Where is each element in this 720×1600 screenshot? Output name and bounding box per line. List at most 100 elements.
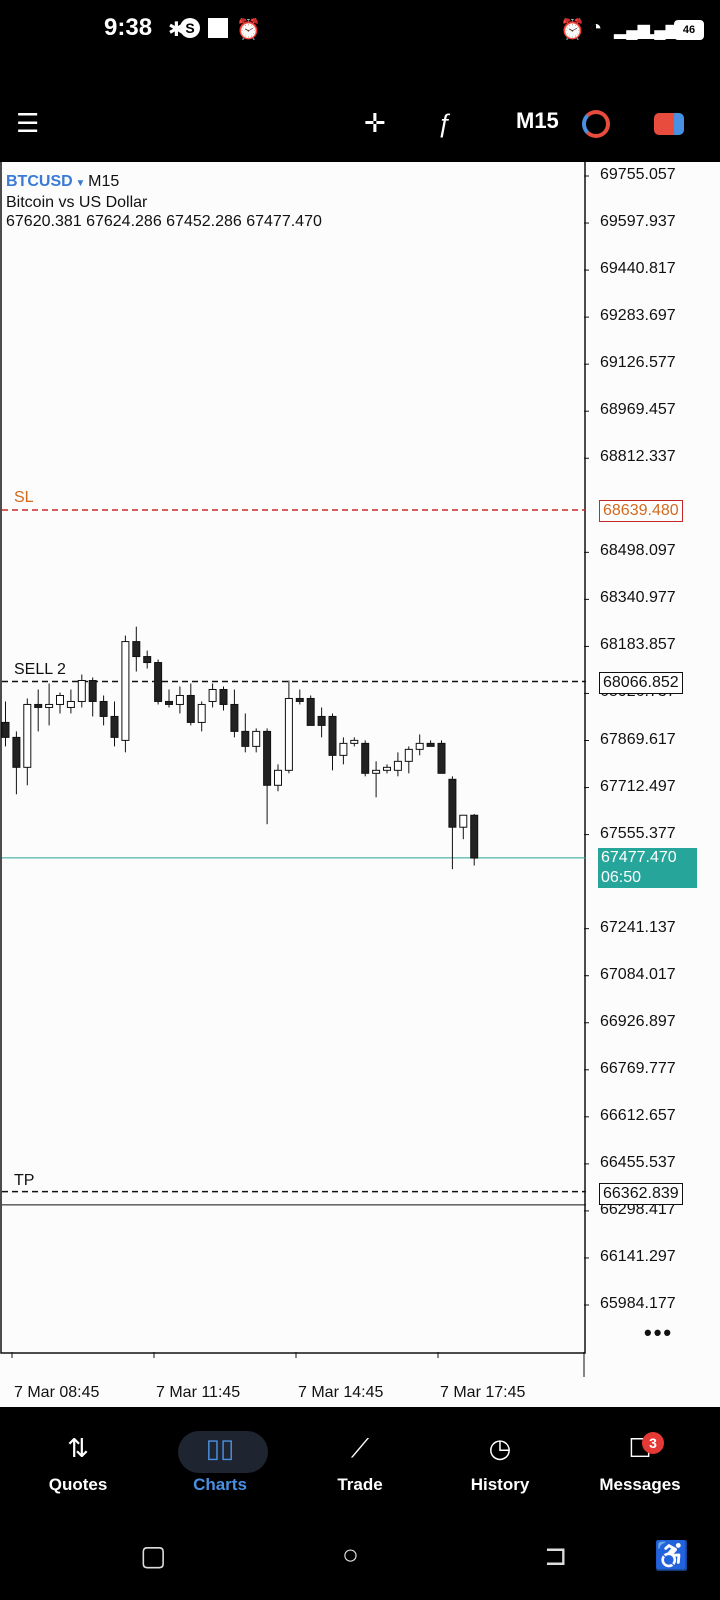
candle — [263, 730, 272, 786]
alarm-icon: ⏰ — [236, 19, 261, 41]
current-price: 67477.470 — [601, 849, 677, 866]
candle — [306, 697, 315, 726]
history-icon: ◷ — [488, 1433, 512, 1463]
signal-icon: ▂▄▆ — [614, 22, 650, 39]
price-tick: 65984.177 — [600, 1295, 676, 1312]
candle — [219, 688, 228, 705]
wifi-icon: ◔ — [590, 17, 603, 39]
candle — [361, 742, 370, 774]
candle — [350, 739, 359, 744]
accessibility-icon[interactable]: ♿ — [654, 1540, 689, 1571]
symbol-dropdown-icon[interactable]: ▼ — [72, 178, 89, 189]
candle — [372, 769, 381, 774]
price-tick: 68498.097 — [600, 542, 676, 560]
price-tick: 69126.577 — [600, 354, 676, 372]
chart-area[interactable]: BTCUSD ▼ M15 Bitcoin vs US Dollar 67620.… — [0, 162, 720, 1407]
candle — [339, 742, 348, 756]
current-price-box: 67477.470 06:50 — [598, 848, 697, 888]
candle — [56, 694, 64, 705]
candle — [295, 697, 304, 702]
candle — [23, 703, 32, 768]
price-tick: 66769.777 — [600, 1059, 676, 1077]
trade-icon: ⟋ — [350, 1433, 370, 1463]
status-bar: 9:38 ✱ S ⏰ ⏰ ◔ ▂▄▆ ▂▄▆ 46 — [0, 0, 720, 60]
nav-quotes[interactable]: ⇅ Quotes — [6, 1407, 150, 1517]
price-tick: 66612.657 — [600, 1106, 676, 1124]
sell-label: SELL 2 — [14, 661, 66, 678]
nav-charts[interactable]: ▯▯ Charts — [148, 1407, 292, 1517]
recent-apps-icon[interactable]: ▢ — [140, 1540, 167, 1571]
time-tick: 7 Mar 11:45 — [156, 1384, 241, 1401]
square-icon — [208, 18, 228, 38]
price-tick: 68812.337 — [600, 448, 676, 466]
nav-trade[interactable]: ⟋ Trade — [288, 1407, 432, 1517]
candle — [77, 680, 86, 702]
candle — [143, 656, 152, 664]
menu-icon[interactable]: ☰ — [16, 108, 40, 138]
price-tick: 69597.937 — [600, 213, 676, 231]
back-icon[interactable]: ⊐ — [544, 1540, 568, 1571]
indicators-icon[interactable]: ƒ — [438, 108, 453, 138]
price-tick: 66455.537 — [600, 1153, 676, 1171]
candle — [208, 688, 217, 702]
candle — [1, 721, 10, 738]
price-tick: 68183.857 — [600, 636, 676, 654]
nav-messages[interactable]: ☐ Messages — [568, 1407, 712, 1517]
home-icon[interactable]: ○ — [342, 1539, 359, 1570]
candle — [197, 703, 206, 723]
chart-frame — [0, 162, 586, 1354]
candle — [34, 703, 43, 708]
candle — [448, 778, 457, 828]
one-click-trading-icon[interactable] — [654, 113, 684, 135]
battery-icon: 46 — [674, 20, 704, 40]
time-tick: 7 Mar 17:45 — [440, 1384, 526, 1401]
chart-info: BTCUSD ▼ M15 Bitcoin vs US Dollar 67620.… — [6, 172, 322, 231]
nav-messages-label: Messages — [599, 1475, 681, 1494]
nav-history[interactable]: ◷ History — [428, 1407, 572, 1517]
symbol-name[interactable]: BTCUSD — [6, 173, 73, 190]
candle — [154, 662, 163, 702]
price-tick: 66141.297 — [600, 1247, 676, 1265]
candle — [274, 769, 282, 786]
candle — [252, 730, 261, 747]
time-tick: 7 Mar 08:45 — [14, 1384, 100, 1401]
candle — [230, 703, 239, 732]
alarm-icon-right: ⏰ — [560, 19, 585, 41]
timeframe-button[interactable]: M15 — [516, 108, 559, 133]
price-tick: 68969.457 — [600, 401, 676, 419]
price-tick: 67241.137 — [600, 918, 676, 936]
candle — [186, 694, 195, 723]
price-tick: 67869.617 — [600, 730, 676, 748]
bar-countdown: 06:50 — [601, 869, 642, 886]
candle — [175, 694, 184, 705]
candle — [165, 700, 173, 705]
candle — [437, 742, 446, 774]
signal-icon-2: ▂▄▆ — [642, 22, 678, 39]
tp-label: TP — [14, 1172, 35, 1189]
price-tick: 69755.057 — [600, 166, 676, 183]
candle — [66, 700, 75, 708]
candle — [284, 697, 293, 771]
price-tick: 67712.497 — [600, 777, 676, 795]
price-tick: 66926.897 — [600, 1012, 676, 1030]
tp-price-box: 66362.839 — [599, 1183, 683, 1205]
candle — [12, 736, 21, 768]
sl-price-box: 68639.480 — [599, 500, 683, 522]
candle — [121, 641, 130, 741]
shazam-icon: S — [180, 18, 200, 38]
candle — [404, 748, 413, 762]
crosshair-icon[interactable]: ✛ — [364, 108, 386, 138]
objects-icon[interactable] — [582, 110, 610, 138]
candle — [393, 760, 402, 771]
nav-charts-label: Charts — [193, 1475, 247, 1494]
candle — [328, 715, 337, 756]
candle — [45, 703, 54, 708]
candlestick-chart[interactable] — [0, 162, 720, 1407]
candle — [459, 814, 468, 828]
system-navigation: ▢ ○ ⊐ ♿ — [0, 1517, 720, 1600]
candle — [426, 742, 435, 747]
more-options-icon[interactable]: ••• — [644, 1320, 674, 1345]
price-tick: 66298.417 — [600, 1200, 676, 1218]
messages-icon: ☐ — [628, 1433, 652, 1463]
nav-quotes-label: Quotes — [48, 1475, 108, 1494]
